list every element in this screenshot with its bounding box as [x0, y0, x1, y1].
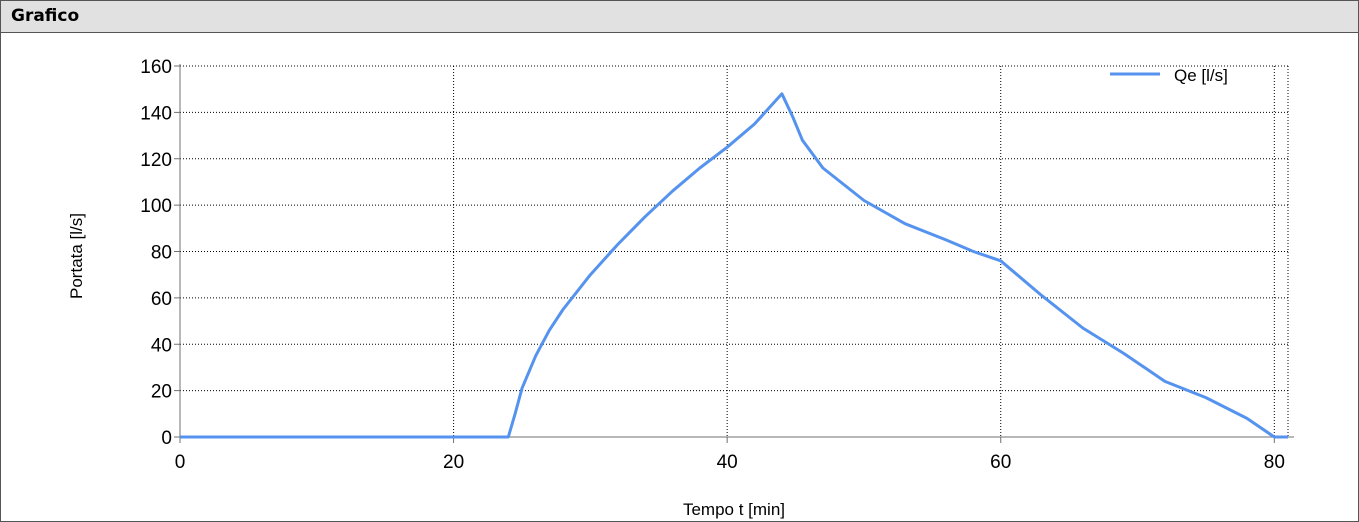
x-tick-label: 0 [175, 452, 186, 473]
legend-label: Qe [l/s] [1174, 66, 1228, 85]
y-tick-label: 40 [151, 335, 172, 356]
y-tick-label: 20 [151, 382, 172, 403]
panel-title: Grafico [11, 6, 80, 26]
y-tick-label: 100 [140, 196, 172, 217]
series-layer [180, 92, 1288, 439]
x-tick-label: 60 [990, 452, 1011, 473]
axes [174, 64, 1294, 443]
x-tick-label: 80 [1264, 452, 1285, 473]
y-axis-label: Portata [l/s] [67, 213, 86, 299]
y-tick-label: 60 [151, 289, 172, 310]
series-line [180, 92, 1288, 439]
y-tick-label: 120 [140, 150, 172, 171]
y-tick-label: 0 [161, 428, 172, 449]
x-tick-label: 20 [443, 452, 464, 473]
y-tick-label: 140 [140, 103, 172, 124]
y-tick-label: 80 [151, 243, 172, 264]
legend: Qe [l/s] [1110, 66, 1228, 85]
x-tick-labels: 0 20 40 60 80 [175, 452, 1285, 473]
grid-lines [180, 65, 1289, 437]
y-tick-labels: 0 20 40 60 80 100 120 140 160 [140, 57, 172, 449]
x-axis-label: Tempo t [min] [683, 500, 785, 519]
x-tick-label: 40 [717, 452, 738, 473]
line-chart: 0 20 40 60 80 100 120 140 160 0 20 40 60 80 Tempo t … [67, 57, 1294, 519]
y-tick-label: 160 [140, 57, 172, 78]
panel-header: Grafico [1, 1, 1358, 33]
